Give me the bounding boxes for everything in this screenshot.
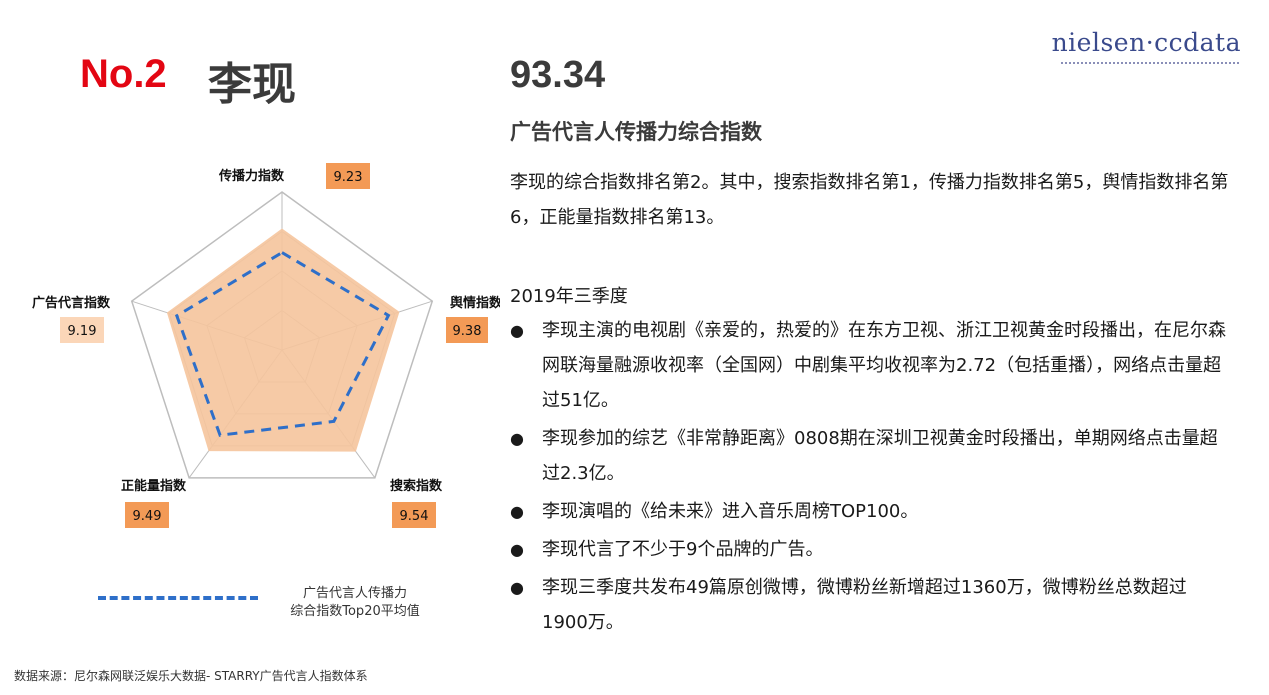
legend-label: 广告代言人传播力 综合指数Top20平均值 — [265, 585, 445, 621]
axis-label-search: 搜索指数 — [390, 478, 443, 494]
list-item: 李现演唱的《给未来》进入音乐周榜TOP100。 — [510, 494, 1230, 529]
value-label-positive-energy: 9.49 — [133, 509, 162, 524]
list-item: 李现主演的电视剧《亲爱的，热爱的》在东方卫视、浙江卫视黄金时段播出，在尼尔森网联… — [510, 313, 1230, 418]
legend-line-1: 广告代言人传播力 — [302, 586, 407, 601]
value-badge-search — [392, 502, 436, 528]
value-badge-endorsement — [60, 317, 104, 343]
value-label-endorsement: 9.19 — [68, 324, 97, 339]
axis-label-positive-energy: 正能量指数 — [121, 478, 187, 494]
highlights-list: 李现主演的电视剧《亲爱的，热爱的》在东方卫视、浙江卫视黄金时段播出，在尼尔森网联… — [510, 313, 1230, 643]
radar-chart: 传播力指数 9.23 舆情指数 9.38 搜索指数 9.54 正能量指数 9.49 广告代言指数… — [32, 163, 500, 528]
value-label-spread: 9.23 — [334, 170, 363, 185]
rank-label: No.2 — [80, 52, 167, 96]
composite-score: 93.34 — [510, 54, 606, 96]
artist-index-area — [166, 228, 400, 452]
list-item: 李现代言了不少于9个品牌的广告。 — [510, 532, 1230, 567]
ranking-summary: 李现的综合指数排名第2。其中，搜索指数排名第1，传播力指数排名第5，舆情指数排名… — [510, 172, 1229, 228]
logo-underline — [1061, 58, 1239, 64]
grid-ring — [130, 191, 434, 479]
top20-average-line — [174, 250, 391, 437]
radar-labels: 传播力指数 9.23 舆情指数 9.38 搜索指数 9.54 正能量指数 9.49 广告代言指数… — [32, 163, 500, 528]
data-source-note: 数据来源：尼尔森网联泛娱乐大数据- STARRY广告代言人指数体系 — [14, 669, 368, 683]
list-item: 李现三季度共发布49篇原创微博，微博粉丝新增超过1360万，微博粉丝总数超过19… — [510, 570, 1230, 640]
nielsen-ccdata-logo: nielsen·ccdata — [1051, 28, 1241, 57]
value-label-sentiment: 9.38 — [453, 324, 482, 339]
value-badge-positive-energy — [125, 502, 169, 528]
value-badge-sentiment — [446, 317, 488, 343]
legend-dashed-line-icon — [98, 596, 258, 600]
quarter-label: 2019年三季度 — [510, 286, 628, 307]
list-item: 李现参加的综艺《非常静距离》0808期在深圳卫视黄金时段播出，单期网络点击量超过… — [510, 421, 1230, 491]
axis-label-endorsement: 广告代言指数 — [32, 295, 111, 311]
celebrity-name: 李现 — [208, 59, 296, 110]
value-badge-spread — [326, 163, 370, 189]
value-label-search: 9.54 — [400, 509, 429, 524]
legend-line-2: 综合指数Top20平均值 — [290, 604, 420, 619]
axis-label-spread: 传播力指数 — [218, 168, 285, 184]
axis-label-sentiment: 舆情指数 — [450, 295, 500, 311]
index-subtitle: 广告代言人传播力综合指数 — [510, 120, 762, 144]
